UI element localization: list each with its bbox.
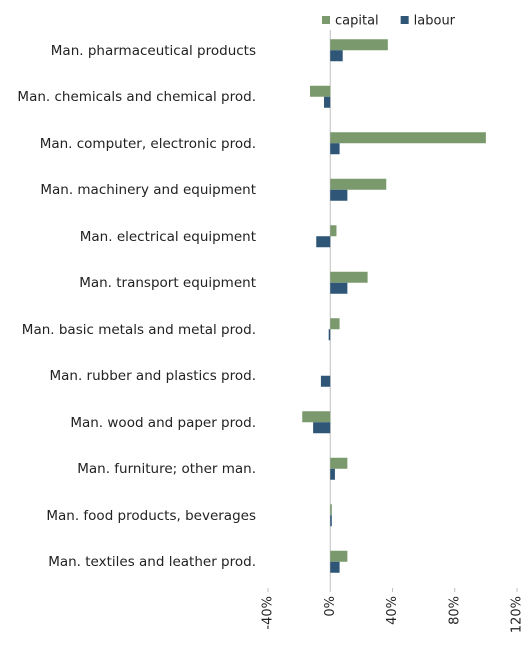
category-text: Man. computer, electronic prod. [39, 135, 256, 152]
legend-label: labour [414, 14, 456, 29]
bar [330, 132, 486, 144]
x-tick-label: -40% [261, 596, 276, 630]
bar [302, 411, 331, 423]
category-text: Man. transport equipment [79, 275, 256, 292]
x-tick-label: 80% [447, 596, 462, 625]
bar [313, 422, 331, 434]
category-label: Man. computer, electronic prod. [0, 124, 256, 164]
bar [316, 236, 331, 248]
bar [330, 189, 348, 201]
category-text: Man. furniture; other man. [77, 461, 256, 478]
category-text: Man. pharmaceutical products [50, 42, 256, 59]
bar [330, 550, 348, 562]
bar [320, 375, 331, 387]
legend-swatch [322, 16, 330, 24]
bar [330, 178, 387, 190]
category-label: Man. pharmaceutical products [0, 31, 256, 71]
bar [330, 39, 388, 51]
category-text: Man. basic metals and metal prod. [21, 321, 256, 338]
category-label: Man. basic metals and metal prod. [0, 310, 256, 350]
category-text: Man. machinery and equipment [40, 182, 256, 199]
bar [330, 504, 332, 516]
bar [330, 50, 343, 62]
bar [330, 515, 332, 527]
category-label: Man. machinery and equipment [0, 171, 256, 211]
bar [330, 143, 340, 155]
bar [324, 96, 331, 108]
category-label: Man. wood and paper prod. [0, 403, 256, 443]
bar [330, 318, 340, 330]
bar [328, 329, 331, 341]
bar [330, 225, 337, 237]
legend-swatch [400, 16, 409, 24]
bar [330, 468, 335, 480]
category-text: Man. wood and paper prod. [70, 414, 256, 431]
category-label: Man. chemicals and chemical prod. [0, 78, 256, 118]
category-label: Man. furniture; other man. [0, 450, 256, 490]
category-label: Man. rubber and plastics prod. [0, 357, 256, 397]
category-text: Man. rubber and plastics prod. [49, 368, 256, 385]
x-tick-label: 40% [385, 596, 400, 625]
x-tick-label: 0% [323, 596, 338, 617]
category-text: Man. textiles and leather prod. [48, 554, 256, 571]
x-tick-label: 120% [510, 596, 525, 633]
category-text: Man. food products, beverages [46, 507, 256, 524]
category-label: Man. transport equipment [0, 264, 256, 304]
category-text: Man. chemicals and chemical prod. [17, 89, 256, 106]
bar [330, 561, 340, 573]
bar [330, 282, 348, 294]
category-text: Man. electrical equipment [79, 228, 256, 245]
category-label: Man. food products, beverages [0, 496, 256, 536]
bar [330, 457, 348, 469]
bar [330, 271, 368, 283]
legend-label: capital [335, 14, 379, 29]
bar [310, 85, 331, 97]
category-label: Man. textiles and leather prod. [0, 543, 256, 583]
category-label: Man. electrical equipment [0, 217, 256, 257]
